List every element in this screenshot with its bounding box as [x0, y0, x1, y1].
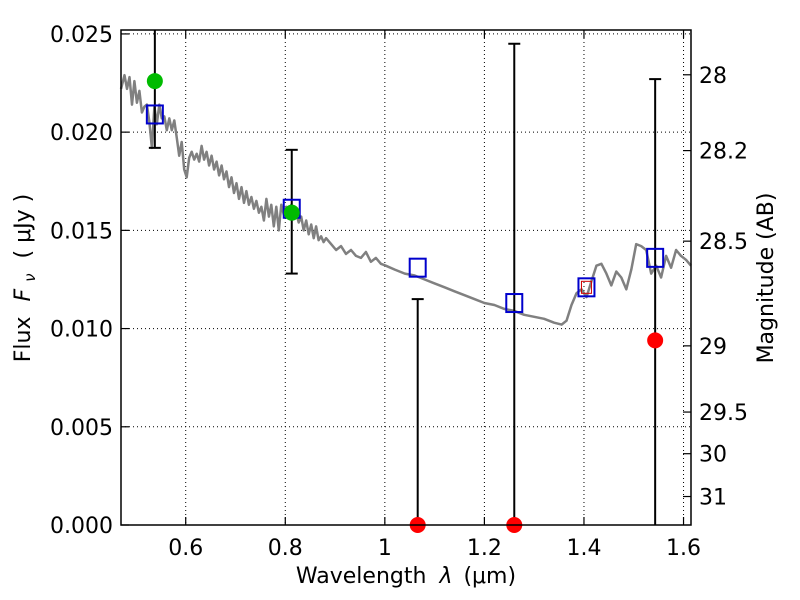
y-tick-label: 0.010	[50, 318, 113, 343]
y2-tick-label: 28.2	[699, 140, 748, 165]
plot-frame	[120, 29, 692, 526]
y-tick-label: 0.000	[50, 514, 113, 539]
red-point	[647, 332, 664, 349]
green-point	[146, 73, 163, 90]
y-tick-label: 0.005	[50, 416, 113, 441]
y2-axis-ticks: 28 28.2 28.5 29 29.5 30 31	[683, 64, 748, 511]
x-axis-label: Wavelength λ (μm)	[296, 564, 516, 589]
model-photometry-squares	[145, 104, 665, 314]
model-square	[505, 293, 524, 314]
plot-background	[121, 30, 691, 525]
y2-axis-label: Magnitude (AB)	[754, 193, 779, 364]
x-tick-label: 1.2	[467, 536, 502, 561]
y-axis-label-symbol: F	[11, 288, 36, 301]
y-axis-ticks: 0.000 0.005 0.010 0.015 0.020 0.025	[50, 23, 129, 539]
y2-tick-label: 30	[699, 443, 727, 468]
y2-tick-label: 28	[699, 64, 727, 89]
x-axis-label-unit: (μm)	[463, 564, 516, 589]
x-axis-label-prefix: Wavelength	[296, 564, 427, 589]
y-axis-label-subscript: ν	[21, 273, 39, 281]
x-tick-label: 0.6	[168, 536, 203, 561]
model-square	[577, 277, 596, 298]
x-axis-label-symbol: λ	[438, 564, 452, 589]
y-axis-label-prefix: Flux	[11, 316, 36, 362]
x-tick-label: 1.4	[566, 536, 601, 561]
y2-tick-label: 28.5	[699, 230, 748, 255]
small-red-square	[580, 280, 592, 294]
green-point	[283, 204, 300, 221]
x-axis-ticks: 0.6 0.8 1 1.2 1.4 1.6	[168, 30, 701, 561]
model-square	[408, 257, 427, 278]
model-square	[646, 247, 665, 268]
x-tick-label: 0.8	[268, 536, 303, 561]
x-tick-label: 1	[378, 536, 392, 561]
y2-tick-label: 29.5	[699, 401, 748, 426]
y-axis-label-unit: ( μJy )	[11, 194, 36, 259]
y2-tick-label: 31	[699, 486, 727, 511]
x-tick-label: 1.6	[666, 536, 701, 561]
y2-tick-label: 29	[699, 335, 727, 360]
y-axis-label: Flux F ν ( μJy )	[11, 194, 41, 362]
detected-photometry-points	[146, 73, 300, 221]
y-tick-label: 0.020	[50, 121, 113, 146]
model-square	[145, 104, 164, 125]
y-tick-label: 0.015	[50, 219, 113, 244]
y-tick-label: 0.025	[50, 23, 113, 48]
